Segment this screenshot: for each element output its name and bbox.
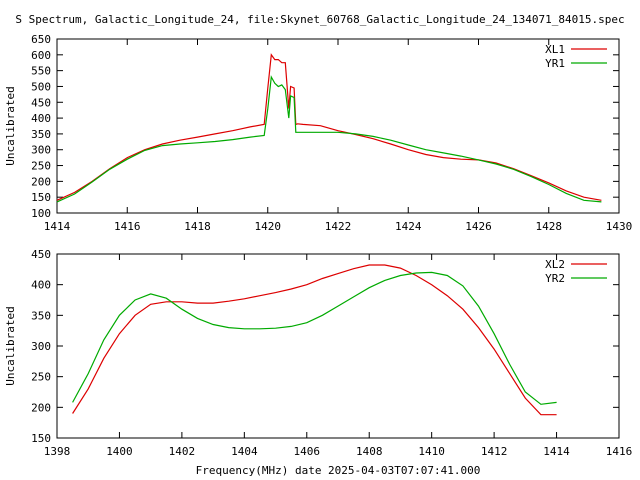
x-tick-label: 1414 — [543, 445, 570, 458]
y-tick-label: 550 — [31, 65, 51, 78]
x-tick-label: 1426 — [465, 220, 492, 233]
series-line-xl1 — [56, 53, 602, 201]
y-tick-label: 200 — [31, 401, 51, 414]
plot-panel-2: 150 200 250 300 350 400 450 1398 1400 1402 1404 140… — [4, 248, 632, 458]
y-axis-label: Uncalibrated — [4, 86, 17, 165]
y-tick-label: 600 — [31, 49, 51, 62]
y-tick-label: 450 — [31, 96, 51, 109]
x-tick-label: 1416 — [114, 220, 141, 233]
y-tick-label: 350 — [31, 128, 51, 141]
y-tick-label: 100 — [31, 207, 51, 220]
y-tick-label: 450 — [31, 248, 51, 261]
y-tick-label: 250 — [31, 160, 51, 173]
x-tick-label: 1408 — [356, 445, 383, 458]
x-tick-label: 1406 — [294, 445, 321, 458]
y-tick-label: 500 — [31, 80, 51, 93]
series-line-yr1 — [56, 75, 602, 203]
plot-panel-1: 100 150 200 250 300 350 400 450 500 550 600 650 1414… — [4, 33, 632, 233]
x-axis-label: Frequency(MHz) date 2025-04-03T07:07:41.… — [196, 464, 481, 477]
x-tick-label: 1430 — [606, 220, 633, 233]
y-tick-label: 300 — [31, 340, 51, 353]
x-tick-label: 1404 — [231, 445, 258, 458]
legend-label: XL2 — [545, 258, 565, 271]
x-tick-label: 1428 — [536, 220, 563, 233]
x-tick-label: 1422 — [325, 220, 352, 233]
series-line-yr2 — [72, 271, 557, 405]
x-tick-label: 1400 — [106, 445, 133, 458]
x-tick-label: 1418 — [184, 220, 211, 233]
series-line-xl2 — [72, 264, 557, 416]
x-tick-label: 1420 — [255, 220, 282, 233]
plot-frame — [56, 253, 620, 439]
y-tick-label: 200 — [31, 175, 51, 188]
x-tick-label: 1414 — [44, 220, 71, 233]
y-tick-label: 150 — [31, 432, 51, 445]
y-tick-label: 150 — [31, 191, 51, 204]
x-tick-label: 1412 — [481, 445, 508, 458]
plot-frame — [56, 38, 620, 214]
legend-label: YR2 — [545, 272, 565, 285]
y-tick-label: 350 — [31, 309, 51, 322]
y-axis-label: Uncalibrated — [4, 306, 17, 385]
x-tick-label: 1410 — [418, 445, 445, 458]
y-tick-label: 400 — [31, 112, 51, 125]
chart-title: S Spectrum, Galactic_Longitude_24, file:… — [15, 13, 624, 26]
x-tick-label: 1402 — [169, 445, 196, 458]
y-tick-label: 650 — [31, 33, 51, 46]
x-tick-label: 1424 — [395, 220, 422, 233]
y-tick-label: 300 — [31, 144, 51, 157]
legend-label: XL1 — [545, 43, 565, 56]
x-tick-label: 1398 — [44, 445, 71, 458]
legend-label: YR1 — [545, 57, 565, 70]
y-tick-label: 400 — [31, 279, 51, 292]
x-tick-label: 1416 — [606, 445, 633, 458]
y-tick-label: 250 — [31, 371, 51, 384]
